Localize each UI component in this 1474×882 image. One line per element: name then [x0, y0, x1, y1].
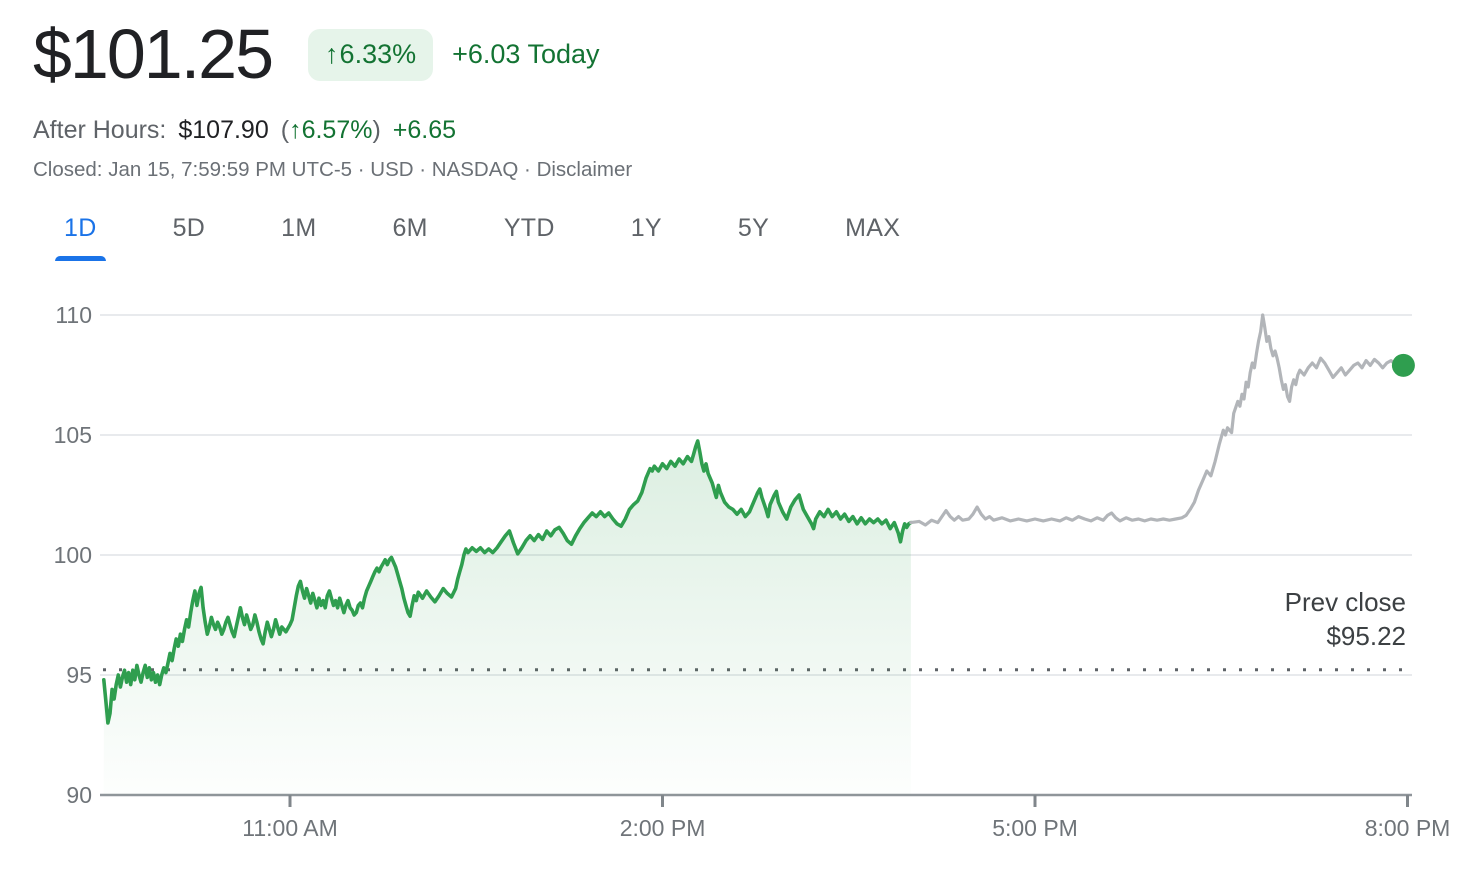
y-axis-label: 100	[53, 542, 92, 568]
prev-close-value: $95.22	[1326, 621, 1406, 651]
y-axis-label: 105	[53, 422, 92, 448]
tab-6m[interactable]: 6M	[390, 214, 429, 261]
price-row: $101.25 ↑ 6.33% +6.03 Today	[33, 15, 632, 93]
tab-1m[interactable]: 1M	[279, 214, 318, 261]
after-hours-change: +6.65	[392, 115, 457, 144]
market-status-text: Closed: Jan 15, 7:59:59 PM UTC-5 · USD ·…	[33, 157, 531, 181]
prev-close-label: Prev close $95.22	[1285, 585, 1406, 653]
latest-price-dot	[1391, 353, 1415, 377]
change-today: +6.03 Today	[452, 39, 600, 70]
y-axis-label: 110	[55, 302, 92, 328]
tab-5d[interactable]: 5D	[171, 214, 208, 261]
up-arrow-icon: ↑	[325, 39, 339, 70]
market-status-line: Closed: Jan 15, 7:59:59 PM UTC-5 · USD ·…	[33, 158, 632, 182]
current-price: $101.25	[33, 15, 274, 93]
x-axis-label: 8:00 PM	[1364, 815, 1451, 841]
tab-max[interactable]: MAX	[843, 214, 902, 261]
market-hours-area	[103, 441, 911, 795]
tab-ytd[interactable]: YTD	[502, 214, 557, 261]
x-axis-label: 2:00 PM	[619, 815, 706, 841]
y-axis-label: 90	[66, 782, 92, 808]
after-hours-price: $107.90	[178, 115, 269, 144]
x-axis-label: 11:00 AM	[242, 815, 338, 841]
tab-1d[interactable]: 1D	[55, 214, 106, 261]
tab-5y[interactable]: 5Y	[736, 214, 771, 261]
after-hours-percent: (↑6.57%)	[280, 115, 381, 144]
after-hours-label: After Hours:	[33, 115, 167, 144]
change-percent: 6.33%	[339, 39, 417, 70]
after-hours-row: After Hours: $107.90 (↑6.57%) +6.65	[33, 116, 632, 145]
x-axis-label: 5:00 PM	[992, 815, 1078, 841]
disclaimer-link[interactable]: Disclaimer	[536, 157, 633, 181]
quote-header: $101.25 ↑ 6.33% +6.03 Today After Hours: …	[33, 15, 632, 182]
prev-close-text: Prev close	[1284, 587, 1406, 617]
tab-1y[interactable]: 1Y	[629, 214, 664, 261]
y-axis-label: 95	[66, 662, 92, 688]
change-percent-badge: ↑ 6.33%	[308, 28, 434, 81]
market-hours-line	[102, 439, 913, 725]
time-range-tabs: 1D 5D 1M 6M YTD 1Y 5Y MAX	[55, 214, 902, 261]
after-hours-line	[909, 313, 1405, 527]
up-arrow-icon: ↑	[289, 115, 302, 144]
